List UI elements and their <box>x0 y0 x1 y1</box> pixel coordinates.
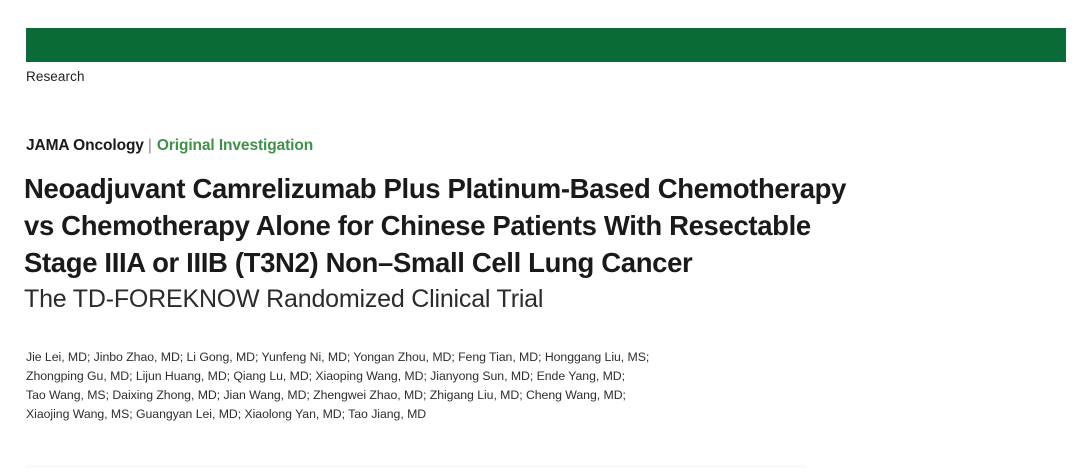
author-line: Xiaojing Wang, MS; Guangyan Lei, MD; Xia… <box>26 407 427 421</box>
page-title-line-1: Neoadjuvant Camrelizumab Plus Platinum-B… <box>24 173 847 204</box>
author-line: Tao Wang, MS; Daixing Zhong, MD; Jian Wa… <box>26 388 626 402</box>
journal-line: JAMA Oncology | Original Investigation <box>26 136 313 155</box>
article-subtitle: The TD-FOREKNOW Randomized Clinical Tria… <box>24 285 544 313</box>
page-title-line-3: Stage IIIA or IIIB (T3N2) Non–Small Cell… <box>24 247 693 278</box>
section-divider <box>26 465 806 468</box>
article-title-block: Neoadjuvant Camrelizumab Plus Platinum-B… <box>24 170 1044 316</box>
author-line: Zhongping Gu, MD; Lijun Huang, MD; Qiang… <box>26 369 625 383</box>
journal-separator: | <box>147 137 152 154</box>
journal-name: JAMA Oncology <box>26 137 144 154</box>
page-title-line-2: vs Chemotherapy Alone for Chinese Patien… <box>24 210 811 241</box>
author-line: Jie Lei, MD; Jinbo Zhao, MD; Li Gong, MD… <box>26 350 650 364</box>
article-type-label[interactable]: Original Investigation <box>156 137 314 154</box>
section-label: Research <box>26 69 85 84</box>
journal-brand-band <box>26 28 1066 62</box>
author-list: Jie Lei, MD; Jinbo Zhao, MD; Li Gong, MD… <box>26 348 1046 424</box>
